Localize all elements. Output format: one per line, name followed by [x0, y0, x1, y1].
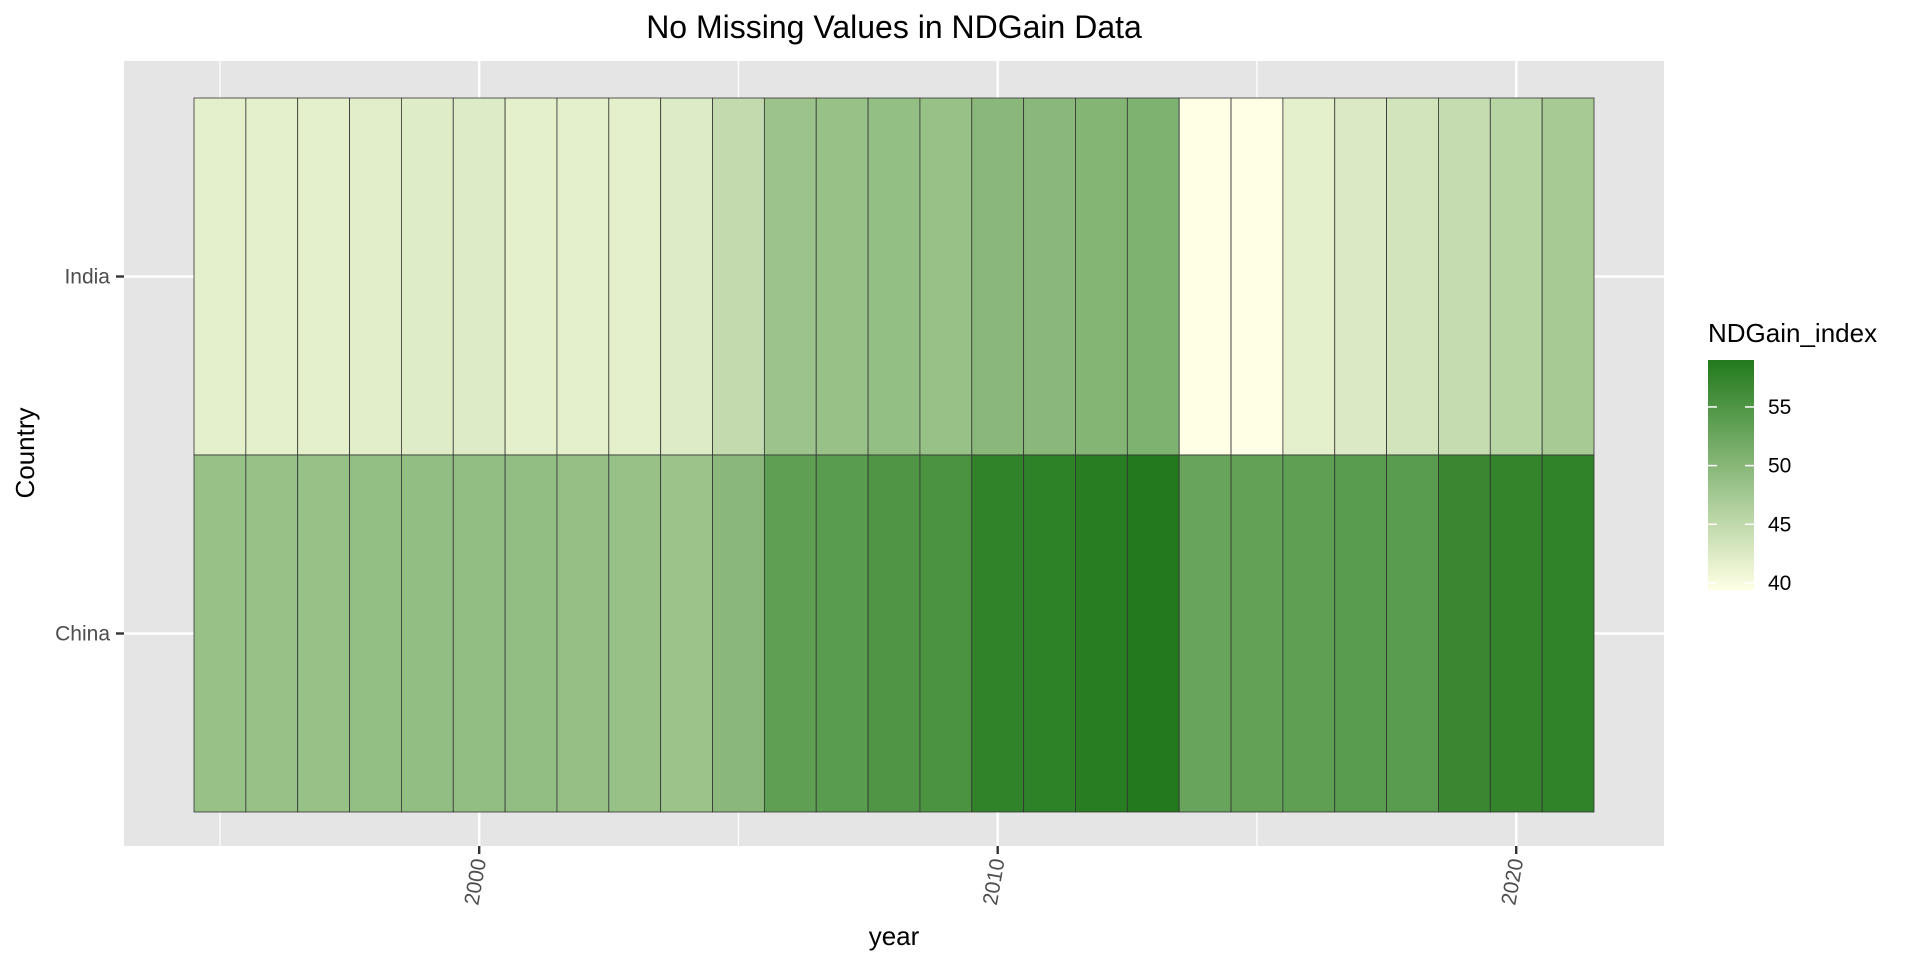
- heatmap-tile: [815, 454, 869, 813]
- legend-tick-label: 40: [1768, 572, 1791, 595]
- x-axis: 2000 2010 2020: [460, 846, 1528, 907]
- heatmap-tile: [504, 454, 558, 813]
- chart-title: No Missing Values in NDGain Data: [646, 9, 1142, 45]
- y-tick-label: China: [55, 623, 110, 646]
- heatmap-tile: [504, 97, 558, 456]
- heatmap-tile: [193, 97, 247, 456]
- x-tick-label: 2000: [460, 857, 491, 907]
- heatmap-tile: [1438, 454, 1491, 813]
- heatmap-tile: [401, 97, 454, 456]
- heatmap-tile: [245, 97, 299, 456]
- heatmap-tile: [1126, 97, 1180, 456]
- heatmap-tile: [712, 454, 765, 813]
- y-axis: India China: [55, 266, 124, 646]
- heatmap-tile: [608, 97, 662, 456]
- legend-tick-label: 50: [1768, 455, 1791, 478]
- heatmap-tile: [245, 454, 299, 813]
- heatmap-tile: [815, 97, 869, 456]
- heatmap-tile: [1230, 454, 1284, 813]
- heatmap-tile: [1230, 97, 1284, 456]
- x-axis-label: year: [869, 921, 920, 951]
- heatmap-tile: [1334, 454, 1387, 813]
- heatmap-tile: [1282, 454, 1336, 813]
- heatmap-tile: [867, 454, 921, 813]
- heatmap-tile: [1075, 97, 1128, 456]
- heatmap-tile: [1126, 454, 1180, 813]
- heatmap-tile: [763, 97, 817, 456]
- y-axis-label: Country: [10, 407, 40, 498]
- heatmap-tile: [660, 454, 713, 813]
- heatmap-tile: [608, 454, 662, 813]
- heatmap-tile: [1282, 97, 1336, 456]
- heatmap-tile: [1541, 454, 1595, 813]
- color-legend: NDGain_index 40 45 50 55: [1708, 318, 1877, 595]
- legend-tick-label: 45: [1768, 513, 1791, 536]
- heatmap-tile: [193, 454, 247, 813]
- heatmap-tile: [712, 97, 765, 456]
- heatmap-tile: [919, 97, 973, 456]
- heatmap-tile: [867, 97, 921, 456]
- heatmap-tile: [660, 97, 713, 456]
- heatmap-tile: [556, 97, 610, 456]
- x-tick-label: 2020: [1497, 857, 1528, 907]
- legend-title: NDGain_index: [1708, 318, 1877, 348]
- x-tick-label: 2010: [979, 857, 1010, 907]
- legend-color-bar: [1708, 360, 1754, 590]
- heatmap-tile: [1334, 97, 1387, 456]
- heatmap-tile: [401, 454, 454, 813]
- heatmap-tile: [971, 97, 1025, 456]
- heatmap-tile: [556, 454, 610, 813]
- heatmap-tile: [349, 454, 402, 813]
- heatmap-tile: [1178, 454, 1232, 813]
- heatmap-tile: [971, 454, 1025, 813]
- heatmap-tile: [1178, 97, 1232, 456]
- heatmap-tile: [1023, 454, 1076, 813]
- heatmap-tiles: [193, 97, 1595, 813]
- heatmap-tile: [1541, 97, 1595, 456]
- heatmap-tile: [1023, 97, 1076, 456]
- heatmap-tile: [349, 97, 402, 456]
- legend-tick-label: 55: [1768, 396, 1791, 419]
- heatmap-tile: [297, 454, 350, 813]
- heatmap-tile: [1489, 454, 1543, 813]
- heatmap-tile: [1438, 97, 1491, 456]
- heatmap-tile: [1075, 454, 1128, 813]
- heatmap-tile: [452, 97, 506, 456]
- heatmap-tile: [763, 454, 817, 813]
- heatmap-tile: [1386, 454, 1439, 813]
- heatmap-tile: [1489, 97, 1543, 456]
- y-tick-label: India: [64, 266, 110, 289]
- heatmap-tile: [1386, 97, 1439, 456]
- heatmap-tile: [452, 454, 506, 813]
- heatmap-tile: [297, 97, 350, 456]
- heatmap-tile: [919, 454, 973, 813]
